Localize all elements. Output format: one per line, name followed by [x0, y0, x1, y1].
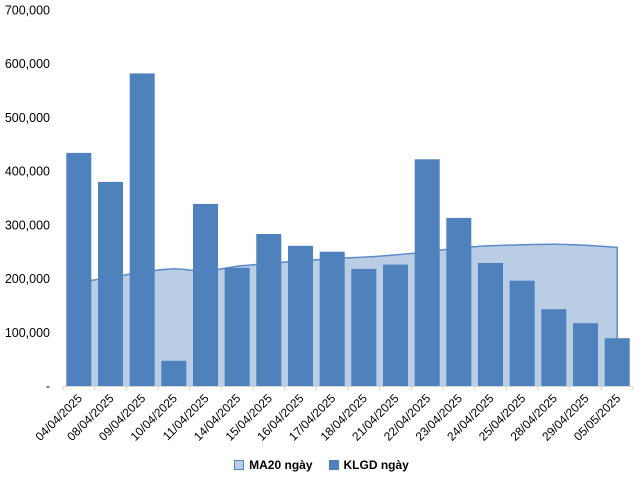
volume-bar — [66, 152, 92, 386]
volume-bar — [573, 323, 598, 386]
volume-bar — [129, 73, 155, 387]
y-axis-label: 200,000 — [5, 272, 50, 286]
volume-bar — [161, 360, 187, 386]
y-axis-label: 500,000 — [5, 111, 50, 125]
klgd-bar-swatch — [328, 460, 339, 470]
volume-bar — [224, 267, 250, 386]
y-axis-label: 400,000 — [5, 165, 50, 179]
volume-bar — [414, 159, 440, 386]
volume-bar — [98, 181, 123, 386]
volume-bar — [383, 264, 408, 386]
legend-label-ma20: MA20 ngày — [249, 458, 313, 472]
volume-bar — [604, 338, 630, 386]
volume-bar — [319, 251, 345, 386]
y-axis-label: 300,000 — [5, 218, 50, 232]
y-axis-label: 100,000 — [5, 326, 50, 340]
chart-canvas: - 100,000 200,000 300,000 400,000 500,000 600,… — [5, 4, 634, 444]
volume-bar — [193, 203, 218, 386]
volume-bar — [478, 263, 503, 386]
legend-item-klgd: KLGD ngày — [328, 458, 409, 472]
legend-label-klgd: KLGD ngày — [343, 458, 409, 472]
y-axis-label: 700,000 — [5, 4, 50, 18]
legend-item-ma20: MA20 ngày — [234, 458, 313, 472]
volume-bar — [541, 309, 567, 386]
ma20-area-fill — [78, 244, 618, 386]
volume-bar — [446, 217, 472, 386]
volume-bar — [288, 245, 313, 386]
volume-bar — [256, 234, 282, 386]
chart-legend: MA20 ngày KLGD ngày — [0, 456, 643, 474]
ma20-area-swatch — [234, 460, 245, 470]
y-axis-label: - — [46, 380, 50, 394]
volume-bar — [351, 268, 377, 386]
ma20-area-line — [78, 243, 618, 386]
volume-bar — [509, 280, 535, 386]
y-axis-label: 600,000 — [5, 57, 50, 71]
